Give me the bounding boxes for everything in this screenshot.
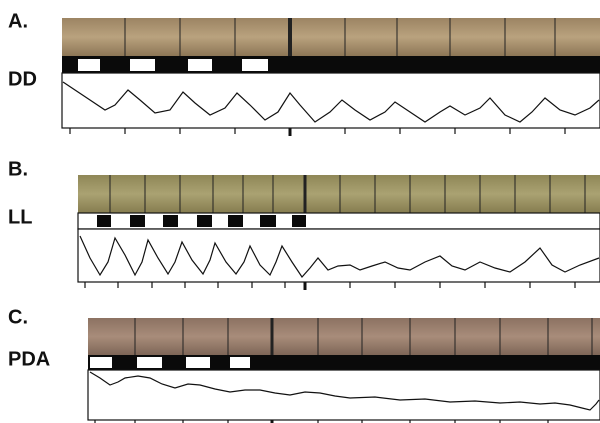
light-periods: [90, 357, 250, 368]
condition-label: LL: [8, 206, 32, 228]
densitometry-trace: [62, 81, 600, 123]
densitometry-trace: [89, 371, 600, 411]
panel-c: C. PDA: [8, 306, 600, 423]
trace-frame: [61, 72, 600, 129]
condition-label: PDA: [8, 348, 50, 370]
tick-marks: [69, 128, 566, 136]
dark-periods: [97, 215, 306, 227]
light-bar: [77, 212, 600, 230]
tube-dividers: [109, 175, 586, 213]
race-tube: [78, 175, 600, 213]
panel-label: B.: [8, 158, 28, 180]
densitometry-trace: [79, 235, 600, 278]
panel-label: C.: [8, 306, 28, 328]
race-tube: [88, 318, 600, 355]
panel-b: B. LL: [8, 158, 600, 290]
trace-frame: [77, 228, 600, 283]
tube-dividers: [124, 18, 556, 56]
tick-marks: [84, 282, 576, 290]
light-periods: [78, 59, 268, 71]
panel-label: A.: [8, 10, 28, 32]
race-tube: [62, 18, 600, 56]
condition-label: DD: [8, 68, 37, 90]
light-bar: [88, 355, 600, 370]
trace-frame: [87, 369, 600, 421]
panel-a: A. DD: [8, 10, 600, 136]
tube-dividers: [134, 318, 593, 355]
